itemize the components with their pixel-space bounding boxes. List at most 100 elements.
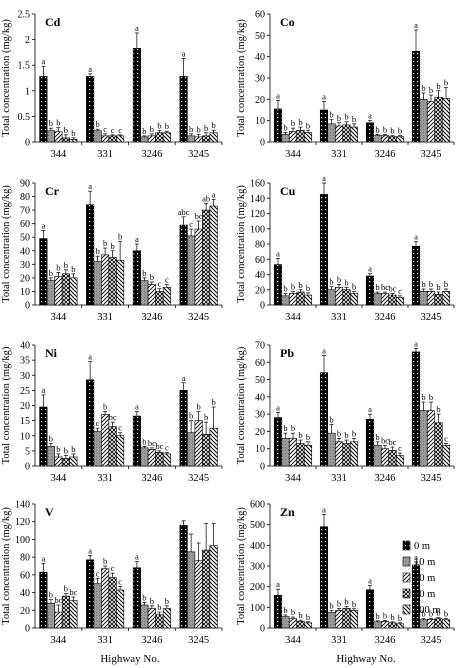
x-tick-label: 344 — [285, 149, 302, 160]
significance-letter: b — [383, 610, 387, 620]
bar — [303, 622, 313, 629]
legend-swatch — [402, 556, 411, 567]
y-tick-label: 10 — [255, 444, 265, 455]
x-tick-label: 3246 — [141, 635, 162, 646]
bar — [380, 135, 390, 143]
significance-letter: b — [398, 126, 402, 136]
y-tick-label: 0 — [25, 462, 30, 473]
bar — [194, 420, 203, 467]
y-tick-label: 30 — [20, 260, 30, 271]
y-tick-label: 20 — [20, 606, 30, 617]
y-tick-label: 70 — [255, 341, 265, 352]
significance-letter: a — [322, 173, 326, 183]
significance-letter: b — [111, 241, 115, 251]
significance-letter: b — [306, 120, 310, 130]
bar — [373, 621, 382, 629]
significance-letter: c — [157, 279, 161, 289]
significance-letter: b — [429, 608, 433, 618]
y-tick-label: 10 — [20, 287, 30, 298]
significance-letter: b — [306, 283, 310, 293]
significance-letter: b — [197, 124, 201, 134]
x-tick-label: 3246 — [375, 149, 396, 160]
y-axis-label: Total concentration (mg/kg) — [1, 507, 12, 625]
y-tick-label: 40 — [20, 341, 30, 352]
significance-letter: b — [165, 121, 169, 131]
significance-letter: a — [182, 49, 186, 59]
panel-title: Cu — [280, 184, 296, 198]
significance-letter: bc — [54, 595, 62, 605]
bar — [426, 101, 436, 143]
bar — [147, 608, 156, 629]
panel-co: 0 10 20 30 40 50 60 Total concentration (mg/kg)… — [236, 10, 455, 160]
y-tick-label: 120 — [250, 209, 265, 220]
bar — [327, 612, 336, 629]
y-tick-label: 80 — [20, 553, 30, 564]
bar — [303, 444, 313, 467]
significance-letter: b — [96, 119, 100, 129]
significance-letter: a — [88, 181, 92, 191]
x-tick-label: 331 — [97, 312, 113, 323]
panel-title: Co — [280, 15, 295, 29]
significance-letter: b — [142, 592, 146, 602]
y-tick-label: 40 — [255, 52, 265, 63]
legend-swatch — [402, 540, 411, 551]
significance-letter: b — [390, 612, 394, 622]
significance-letter: c — [444, 434, 448, 444]
bar — [179, 76, 188, 143]
significance-letter: bc — [109, 412, 117, 422]
significance-letter: b — [352, 114, 356, 124]
x-tick-label: 344 — [51, 635, 68, 646]
y-tick-label: 0 — [260, 462, 265, 473]
bar — [349, 293, 359, 306]
significance-letter: a — [182, 373, 186, 383]
significance-letter: a — [41, 220, 45, 230]
bar — [187, 135, 196, 143]
bar — [319, 194, 329, 306]
bar — [147, 135, 156, 143]
significance-letter: c — [111, 125, 115, 135]
bar — [202, 549, 211, 629]
significance-letter: c — [118, 125, 122, 135]
bar — [86, 204, 95, 306]
bar — [61, 273, 70, 306]
bar — [327, 123, 336, 143]
bar — [132, 250, 141, 306]
significance-letter: a — [41, 385, 45, 395]
legend-swatch — [402, 588, 411, 599]
bar — [69, 277, 78, 306]
y-tick-label: 20 — [255, 285, 265, 296]
bar — [281, 134, 290, 143]
significance-letter: b — [436, 404, 440, 414]
bar — [202, 135, 211, 143]
y-tick-label: 2.5 — [18, 10, 31, 21]
significance-letter: b — [189, 124, 193, 134]
bar — [419, 99, 428, 143]
significance-letter: b — [429, 392, 433, 402]
significance-letter: b — [344, 277, 348, 287]
x-tick-label: 3245 — [421, 635, 442, 646]
significance-letter: b — [283, 284, 287, 294]
x-tick-label: 3245 — [421, 473, 442, 484]
x-tick-label: 3246 — [141, 312, 162, 323]
bar — [327, 432, 336, 467]
legend-label: 50 m — [414, 589, 435, 600]
bar — [116, 435, 125, 467]
significance-letter: b — [96, 246, 100, 256]
bar — [101, 135, 110, 143]
significance-letter: a — [322, 504, 326, 514]
x-tick-label: 3245 — [421, 312, 442, 323]
bar — [288, 438, 298, 467]
bar — [373, 135, 382, 143]
y-tick-label: 100 — [15, 535, 30, 546]
significance-letter: a — [212, 189, 216, 199]
significance-letter: b — [56, 262, 60, 272]
significance-letter: b — [291, 118, 295, 128]
x-tick-label: 344 — [285, 312, 302, 323]
significance-letter: b — [421, 609, 425, 619]
bar — [273, 264, 283, 306]
significance-letter: b — [298, 117, 302, 127]
y-tick-label: 35 — [20, 356, 30, 367]
significance-letter: a — [276, 402, 280, 412]
significance-letter: a — [41, 56, 45, 66]
